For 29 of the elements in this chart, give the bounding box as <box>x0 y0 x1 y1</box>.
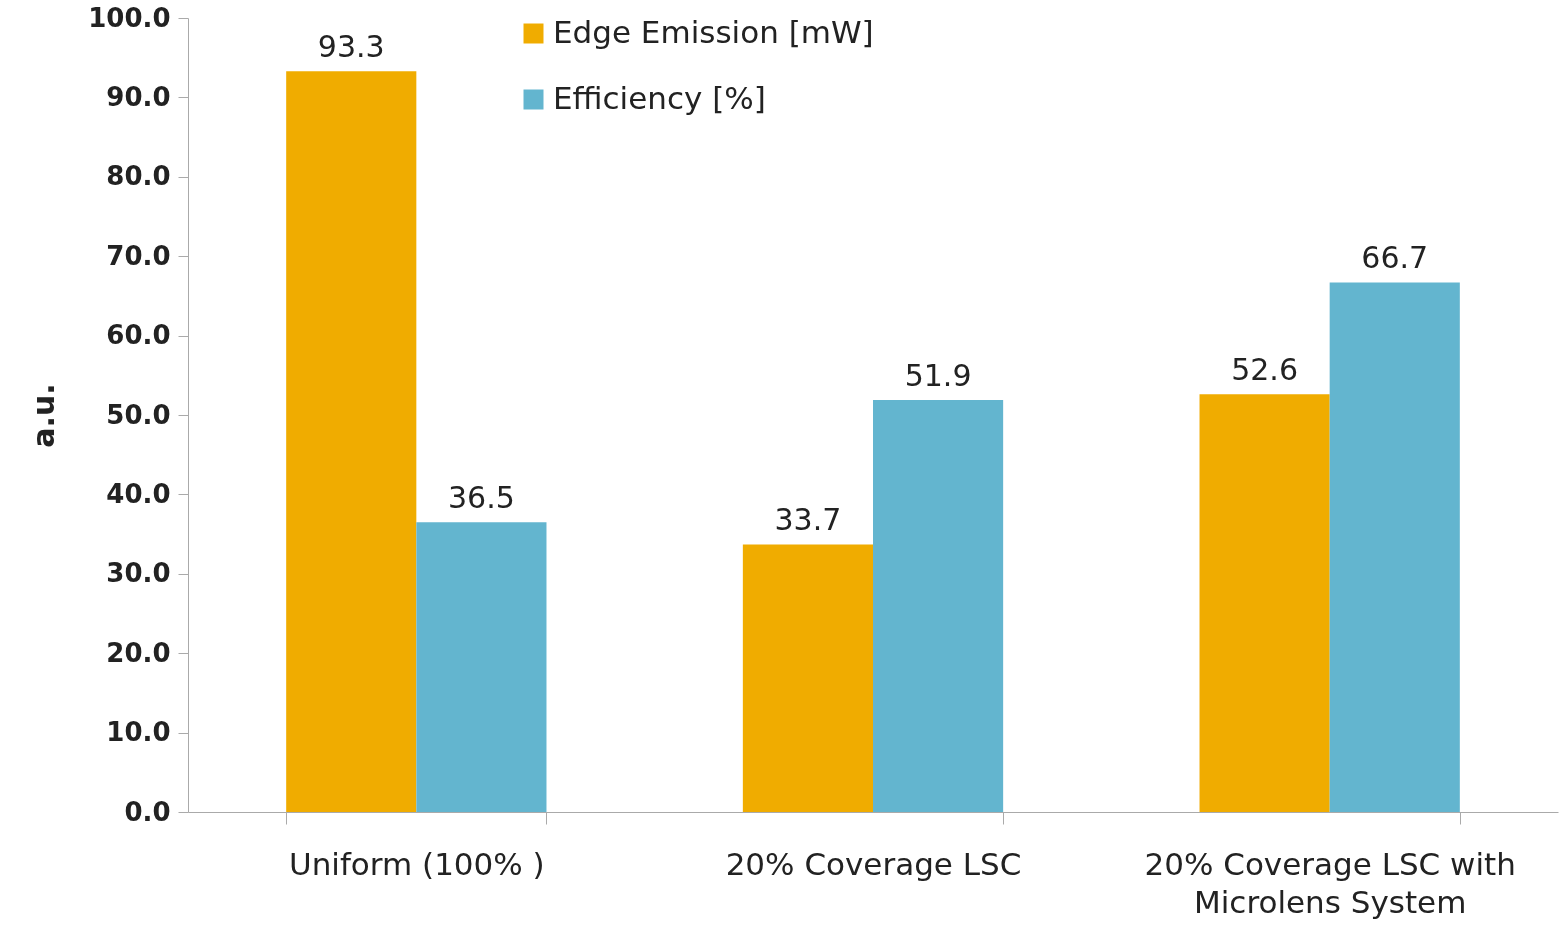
legend-label: Efficiency [%] <box>553 79 766 116</box>
bar <box>286 71 417 812</box>
y-tick-label: 80.0 <box>106 161 171 192</box>
data-label: 51.9 <box>904 357 972 393</box>
y-tick-label: 60.0 <box>106 320 171 351</box>
data-label: 66.7 <box>1361 240 1429 276</box>
x-tick-label: 20% Coverage LSC with Microlens System <box>1144 845 1516 920</box>
data-label: 33.7 <box>774 502 842 538</box>
y-tick-label: 30.0 <box>106 558 171 589</box>
y-axis-title: a.u. <box>26 383 62 448</box>
x-tick-label: 20% Coverage LSC <box>725 845 1022 882</box>
y-tick-label: 0.0 <box>124 796 171 827</box>
data-label: 52.6 <box>1231 352 1298 388</box>
bar <box>1199 394 1330 812</box>
bar <box>742 544 873 812</box>
data-label: 93.3 <box>317 29 385 65</box>
y-tick-label: 10.0 <box>106 717 171 748</box>
y-tick-label: 100.0 <box>88 2 171 33</box>
y-tick-label: 20.0 <box>106 637 171 668</box>
y-tick-label: 40.0 <box>106 478 171 509</box>
data-label: 36.5 <box>448 480 515 516</box>
bar <box>416 522 547 812</box>
y-tick-label: 90.0 <box>106 81 171 112</box>
bar <box>1329 282 1460 812</box>
legend-label: Edge Emission [mW] <box>553 13 874 50</box>
bar <box>873 399 1004 812</box>
y-tick-label: 70.0 <box>106 240 171 271</box>
x-tick-label: Uniform (100% ) <box>288 845 545 882</box>
y-tick-label: 50.0 <box>106 399 171 430</box>
